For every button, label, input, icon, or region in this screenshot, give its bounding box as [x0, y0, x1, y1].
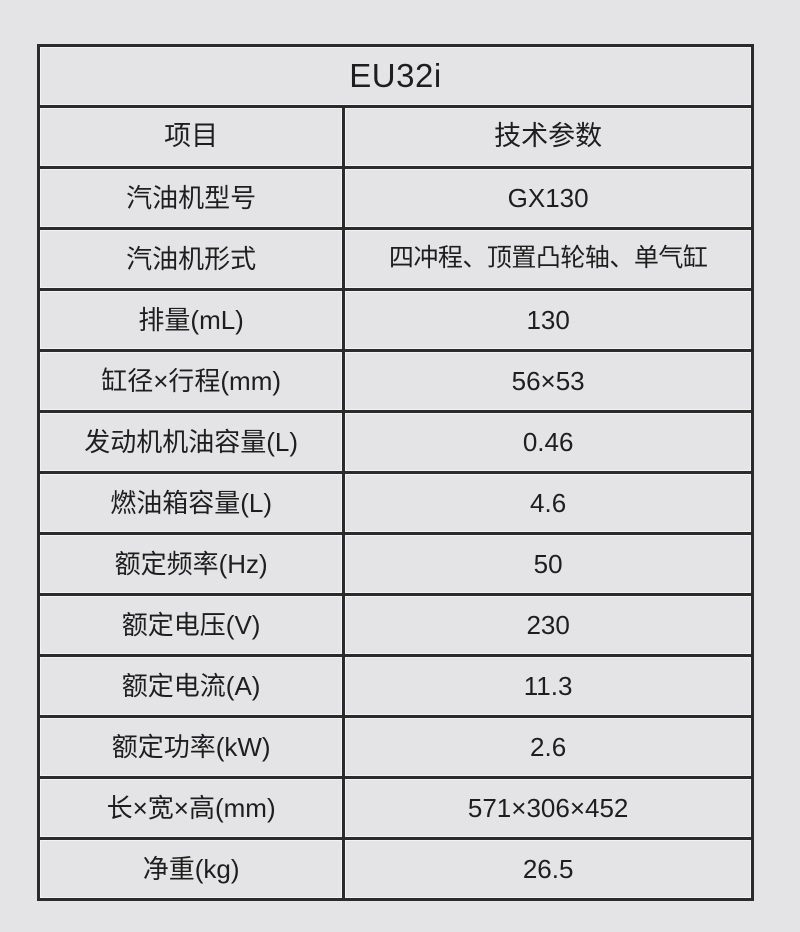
row-value: 四冲程、顶置凸轮轴、单气缸 — [342, 227, 754, 291]
table-row: 汽油机形式 四冲程、顶置凸轮轴、单气缸 — [36, 227, 754, 291]
row-value: GX130 — [342, 166, 754, 230]
row-label: 长×宽×高(mm) — [36, 776, 346, 840]
product-title: EU32i — [37, 44, 754, 108]
row-label: 额定频率(Hz) — [36, 532, 346, 596]
table-row: 额定功率(kW) 2.6 — [36, 715, 754, 779]
spec-table-body: EU32i 项目 技术参数 汽油机型号 GX130 汽油机形式 四冲程、顶置凸轮… — [36, 44, 754, 901]
table-header-row: 项目 技术参数 — [36, 105, 754, 169]
table-row: 额定频率(Hz) 50 — [36, 532, 754, 596]
row-value: 11.3 — [342, 654, 754, 718]
row-label: 汽油机型号 — [36, 166, 346, 230]
row-label: 燃油箱容量(L) — [36, 471, 346, 535]
row-label: 发动机机油容量(L) — [36, 410, 346, 474]
row-value: 230 — [342, 593, 754, 657]
table-row: 排量(mL) 130 — [36, 288, 754, 352]
row-value: 571×306×452 — [342, 776, 754, 840]
column-header-item: 项目 — [36, 105, 346, 169]
row-label: 净重(kg) — [36, 837, 346, 901]
row-value: 0.46 — [342, 410, 754, 474]
table-row: 发动机机油容量(L) 0.46 — [36, 410, 754, 474]
table-title-row: EU32i — [37, 44, 754, 108]
row-value: 2.6 — [342, 715, 754, 779]
row-value: 56×53 — [342, 349, 754, 413]
row-label: 缸径×行程(mm) — [36, 349, 346, 413]
row-value: 130 — [342, 288, 754, 352]
table-row: 额定电流(A) 11.3 — [36, 654, 754, 718]
row-label: 额定电压(V) — [36, 593, 346, 657]
table-row: 长×宽×高(mm) 571×306×452 — [36, 776, 754, 840]
table-row: 燃油箱容量(L) 4.6 — [36, 471, 754, 535]
row-value: 50 — [342, 532, 754, 596]
row-label: 排量(mL) — [36, 288, 346, 352]
row-label: 汽油机形式 — [36, 227, 346, 291]
row-value: 26.5 — [342, 837, 754, 901]
column-header-value: 技术参数 — [342, 105, 754, 169]
row-label: 额定电流(A) — [36, 654, 346, 718]
table-row: 净重(kg) 26.5 — [36, 837, 754, 901]
table-row: 缸径×行程(mm) 56×53 — [36, 349, 754, 413]
specification-table: EU32i 项目 技术参数 汽油机型号 GX130 汽油机形式 四冲程、顶置凸轮… — [36, 44, 754, 901]
row-value: 4.6 — [342, 471, 754, 535]
row-label: 额定功率(kW) — [36, 715, 346, 779]
table-row: 汽油机型号 GX130 — [36, 166, 754, 230]
table-row: 额定电压(V) 230 — [36, 593, 754, 657]
